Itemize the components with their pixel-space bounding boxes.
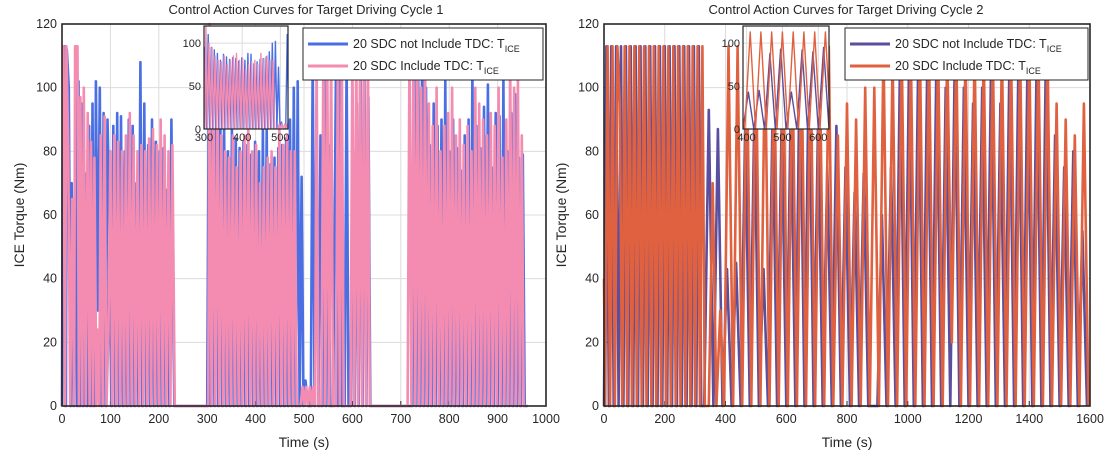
- y-tick-label: 60: [585, 208, 599, 222]
- x-tick-label: 200: [148, 412, 169, 426]
- inset-y-tick-label: 50: [728, 81, 740, 93]
- x-tick-label: 300: [197, 412, 218, 426]
- inset-frame: [203, 25, 289, 130]
- inset-x-tick-labels: 300 400 500: [195, 132, 290, 144]
- y-tick-labels: 0 20 40 60 80 100 120: [36, 17, 57, 413]
- series-line-include-tdc: [602, 45, 1090, 408]
- inset-y-tick-label: 50: [189, 81, 201, 93]
- x-tick-label: 0: [59, 412, 66, 426]
- inset-x-tick-label: 500: [773, 132, 791, 144]
- x-tick-labels: 0 200 400 600 800 1000 1200 1400 1600: [601, 412, 1104, 426]
- legend: 20 SDC not Include TDC: TICE 20 SDC Incl…: [302, 27, 544, 81]
- y-axis-label: ICE Torque (Nm): [553, 163, 569, 268]
- inset-frame: [742, 25, 830, 130]
- inset-series-line-include-tdc: [204, 26, 288, 129]
- inset-x-tick-label: 400: [233, 132, 251, 144]
- inset-x-tick-label: 500: [271, 132, 289, 144]
- x-axis-label: Time (s): [822, 434, 873, 450]
- x-tick-label: 500: [294, 412, 315, 426]
- y-tick-labels: 0 20 40 60 80 100 120: [578, 17, 599, 413]
- inset-y-tick-label: 0: [734, 124, 740, 136]
- x-tick-label: 800: [837, 412, 858, 426]
- panel-cycle-2: Control Action Curves for Target Driving…: [553, 2, 1104, 450]
- x-tick-label: 1200: [955, 412, 983, 426]
- inset-y-tick-label: 100: [183, 38, 201, 50]
- y-tick-label: 100: [36, 81, 57, 95]
- y-tick-label: 20: [43, 335, 57, 349]
- y-tick-label: 40: [43, 272, 57, 286]
- y-tick-label: 0: [592, 399, 599, 413]
- x-tick-label: 1400: [1015, 412, 1043, 426]
- inset-zoom: 400 500 600 0 50 100: [722, 25, 830, 144]
- inset-y-tick-labels: 0 50 100: [183, 38, 201, 136]
- chart-title: Control Action Curves for Target Driving…: [168, 2, 443, 17]
- inset-zoom: 300 400 500 0 50 100: [183, 25, 290, 144]
- inset-series-line-include-tdc: [743, 31, 829, 129]
- x-tick-labels: 0 100 200 300 400 500 600 700 800 900 1000: [59, 412, 560, 426]
- legend-label-not-include: 20 SDC not Include TDC: TICE: [895, 37, 1062, 54]
- y-tick-label: 120: [578, 17, 599, 31]
- inset-x-tick-label: 400: [737, 132, 755, 144]
- x-tick-label: 800: [439, 412, 460, 426]
- y-tick-label: 80: [43, 144, 57, 158]
- x-tick-label: 1600: [1076, 412, 1104, 426]
- y-tick-label: 60: [43, 208, 57, 222]
- plot-lines: [602, 45, 1090, 408]
- y-tick-label: 20: [585, 335, 599, 349]
- inset-x-tick-label: 600: [809, 132, 827, 144]
- x-tick-label: 200: [654, 412, 675, 426]
- legend-label-include: 20 SDC Include TDC: TICE: [353, 59, 499, 76]
- x-tick-label: 700: [390, 412, 411, 426]
- x-tick-label: 600: [776, 412, 797, 426]
- x-tick-label: 1000: [894, 412, 922, 426]
- inset-lines: [204, 26, 288, 129]
- plot-lines: [60, 22, 528, 408]
- x-axis-label: Time (s): [279, 434, 330, 450]
- x-tick-label: 1000: [532, 412, 560, 426]
- legend-label-include: 20 SDC Include TDC: TICE: [895, 59, 1041, 76]
- panel-cycle-1: Control Action Curves for Target Driving…: [11, 2, 560, 450]
- y-tick-label: 0: [50, 399, 57, 413]
- inset-y-tick-labels: 0 50 100: [722, 38, 740, 136]
- x-tick-label: 600: [342, 412, 363, 426]
- legend-label-not-include: 20 SDC not Include TDC: TICE: [353, 37, 520, 54]
- inset-y-tick-label: 100: [722, 38, 740, 50]
- x-tick-label: 400: [715, 412, 736, 426]
- inset-x-tick-label: 300: [195, 132, 213, 144]
- y-tick-label: 120: [36, 17, 57, 31]
- y-axis-label: ICE Torque (Nm): [11, 163, 27, 268]
- inset-x-tick-labels: 400 500 600: [737, 132, 827, 144]
- axes-frame: [61, 23, 547, 407]
- y-tick-label: 100: [578, 81, 599, 95]
- axes-frame: [603, 23, 1091, 407]
- inset-lines: [743, 26, 829, 129]
- y-tick-label: 80: [585, 144, 599, 158]
- legend: 20 SDC not Include TDC: TICE 20 SDC Incl…: [844, 27, 1089, 81]
- y-tick-label: 40: [585, 272, 599, 286]
- x-tick-label: 0: [601, 412, 608, 426]
- inset-y-tick-label: 0: [195, 124, 201, 136]
- x-tick-label: 400: [245, 412, 266, 426]
- x-tick-label: 900: [487, 412, 508, 426]
- chart-title: Control Action Curves for Target Driving…: [708, 2, 983, 17]
- series-line-include-tdc: [62, 22, 527, 408]
- x-tick-label: 100: [100, 412, 121, 426]
